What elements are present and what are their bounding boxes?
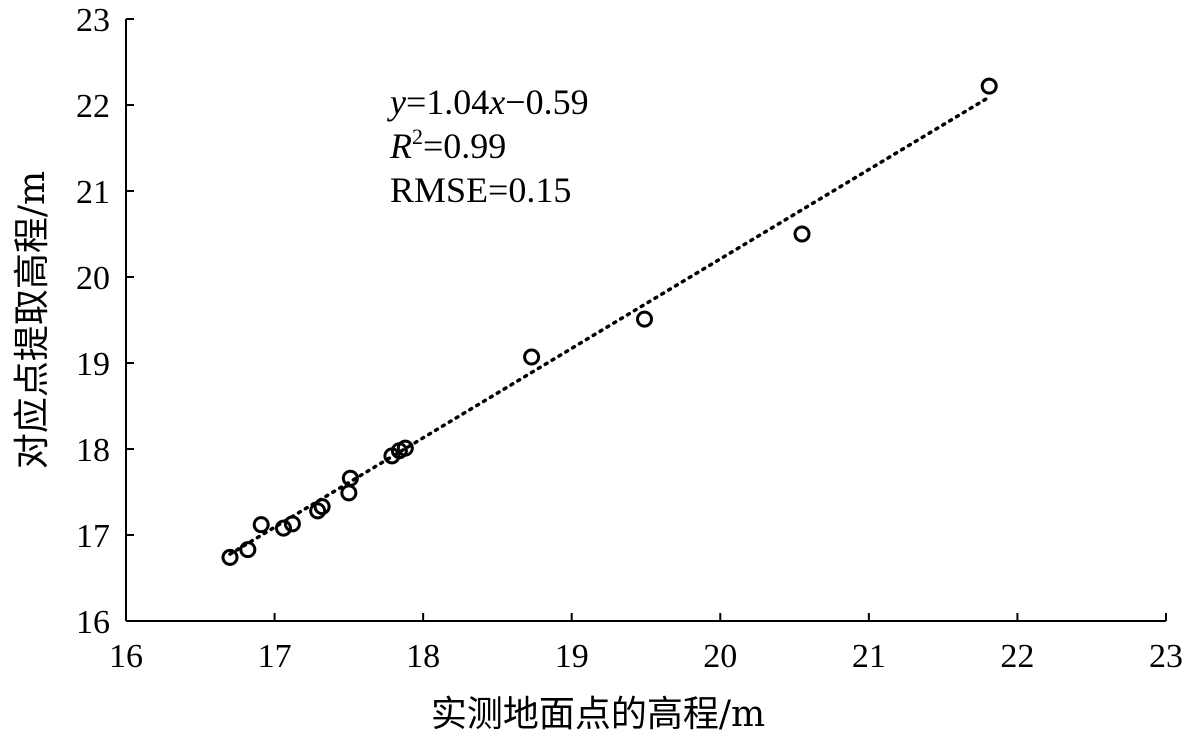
data-point xyxy=(221,548,239,566)
data-point xyxy=(283,515,301,533)
y-tick-label: 17 xyxy=(76,518,110,555)
y-tick-label: 19 xyxy=(76,346,110,383)
trendline-group xyxy=(228,95,991,556)
data-point xyxy=(396,439,414,457)
trendline xyxy=(228,95,991,556)
x-axis-title: 实测地面点的高程/m xyxy=(431,694,765,735)
y-ticks: 16 17 18 19 20 21 22 23 xyxy=(76,2,134,641)
x-tick-label: 19 xyxy=(555,638,589,675)
y-tick-label: 18 xyxy=(76,432,110,469)
data-point xyxy=(309,502,327,520)
x-tick-label: 20 xyxy=(703,638,737,675)
data-point xyxy=(239,541,257,559)
r-squared: R2=0.99 xyxy=(389,124,506,166)
data-point xyxy=(636,310,654,328)
y-tick-label: 21 xyxy=(76,174,110,211)
data-point xyxy=(341,469,359,487)
x-tick-label: 21 xyxy=(852,638,886,675)
equation-x-var: x xyxy=(488,82,505,122)
data-points xyxy=(221,77,998,566)
r-squared-sup: 2 xyxy=(412,124,423,149)
x-tick-label: 23 xyxy=(1149,638,1183,675)
equation-y-var: y xyxy=(387,82,406,122)
data-point xyxy=(980,77,998,95)
data-point xyxy=(793,225,811,243)
regression-annotations: y=1.04x−0.59 R2=0.99 RMSE=0.15 xyxy=(387,82,589,210)
regression-equation: y=1.04x−0.59 xyxy=(387,82,589,122)
data-point xyxy=(340,484,358,502)
x-tick-label: 18 xyxy=(406,638,440,675)
x-tick-label: 16 xyxy=(109,638,143,675)
axes xyxy=(125,19,1166,622)
y-tick-label: 16 xyxy=(76,604,110,641)
data-point xyxy=(252,516,270,534)
data-point xyxy=(274,519,292,537)
equation-intercept: −0.59 xyxy=(505,82,588,122)
rmse: RMSE=0.15 xyxy=(390,170,571,210)
y-tick-label: 23 xyxy=(76,2,110,39)
data-point xyxy=(313,498,331,516)
x-ticks: 16 17 18 19 20 21 22 23 xyxy=(109,613,1183,675)
r-squared-value: =0.99 xyxy=(423,126,506,166)
r-squared-var: R xyxy=(389,126,412,166)
x-tick-label: 22 xyxy=(1000,638,1034,675)
data-point xyxy=(523,348,541,366)
equation-coefficient: =1.04 xyxy=(406,82,489,122)
y-axis-title: 对应点提取高程/m xyxy=(12,171,53,469)
y-tick-label: 22 xyxy=(76,88,110,125)
x-tick-label: 17 xyxy=(258,638,292,675)
y-tick-label: 20 xyxy=(76,260,110,297)
